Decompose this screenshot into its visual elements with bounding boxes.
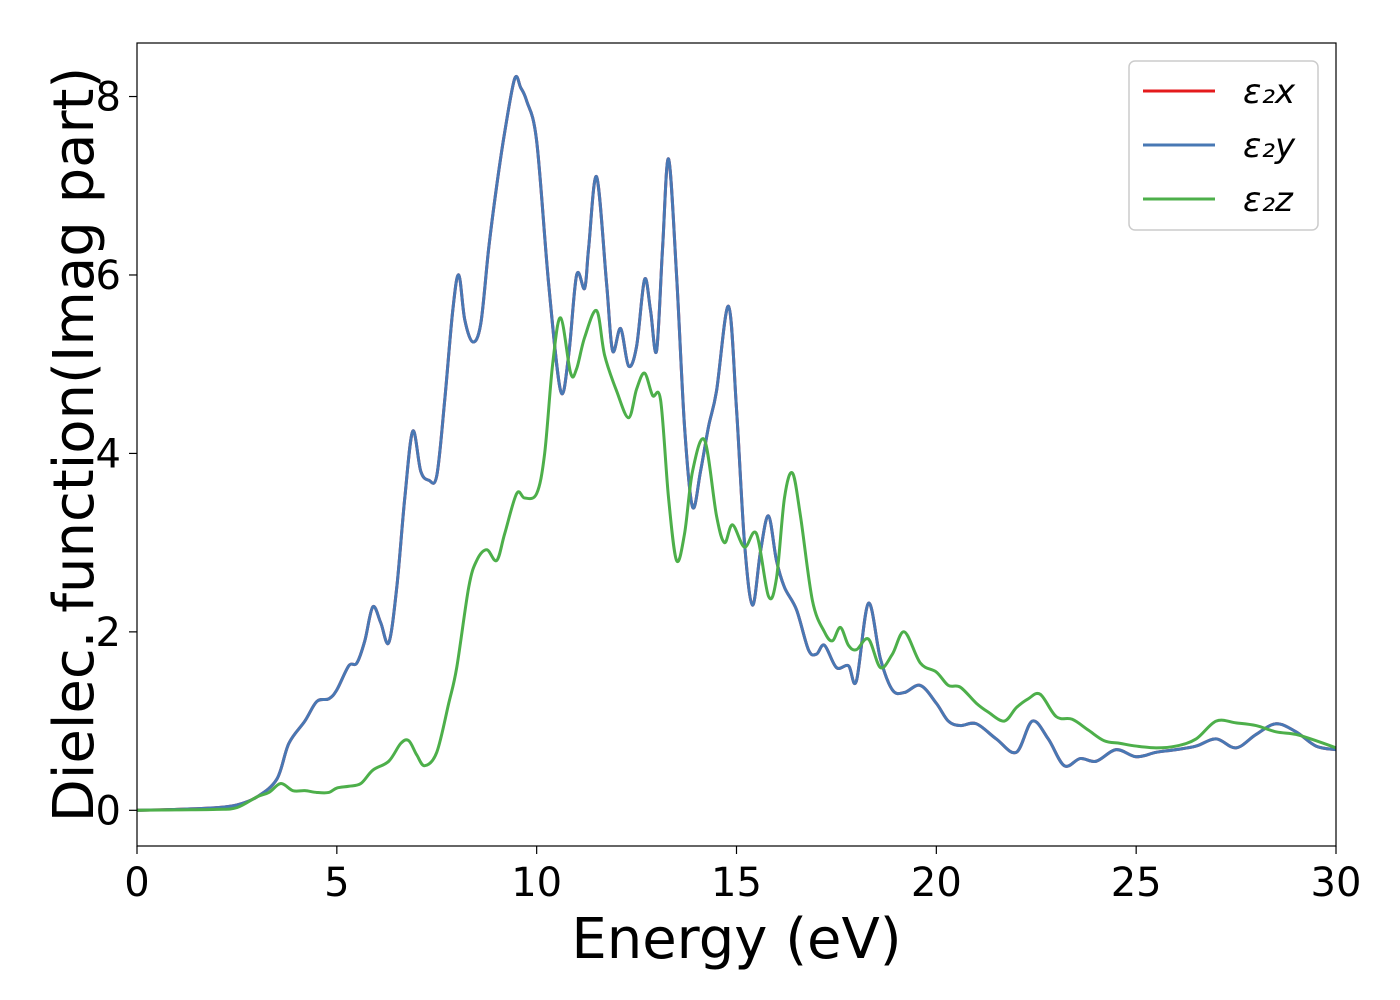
x-tick-label: 10	[511, 860, 562, 906]
x-tick-label: 25	[1111, 860, 1162, 906]
x-axis-ticks: 0 5 10 15 20 25 30	[124, 846, 1361, 906]
x-tick-label: 0	[124, 860, 149, 906]
legend-label-2: ε₂y	[1243, 126, 1296, 166]
y-axis-label: Dielec. function(Imag part)	[42, 67, 107, 823]
x-tick-label: 20	[911, 860, 962, 906]
series-line-2	[137, 74, 1336, 812]
y-tick-label: 6	[96, 253, 121, 299]
legend-label-3: ε₂z	[1243, 180, 1294, 220]
y-axis-ticks: 0 2 4 6 8	[96, 75, 137, 834]
y-tick-label: 2	[96, 610, 121, 656]
legend-box	[1128, 60, 1319, 231]
legend-label-1: ε₂x	[1243, 72, 1296, 112]
y-tick-label: 8	[96, 75, 121, 121]
y-tick-label: 0	[96, 788, 121, 834]
x-axis-label: Energy (eV)	[571, 907, 901, 972]
legend: ε₂x ε₂y ε₂z	[1128, 60, 1319, 231]
x-tick-label: 15	[711, 860, 762, 906]
y-tick-label: 4	[96, 431, 121, 477]
plot-lines	[137, 74, 1336, 812]
x-tick-label: 30	[1311, 860, 1362, 906]
series-line-3	[137, 309, 1336, 812]
x-tick-label: 5	[324, 860, 349, 906]
